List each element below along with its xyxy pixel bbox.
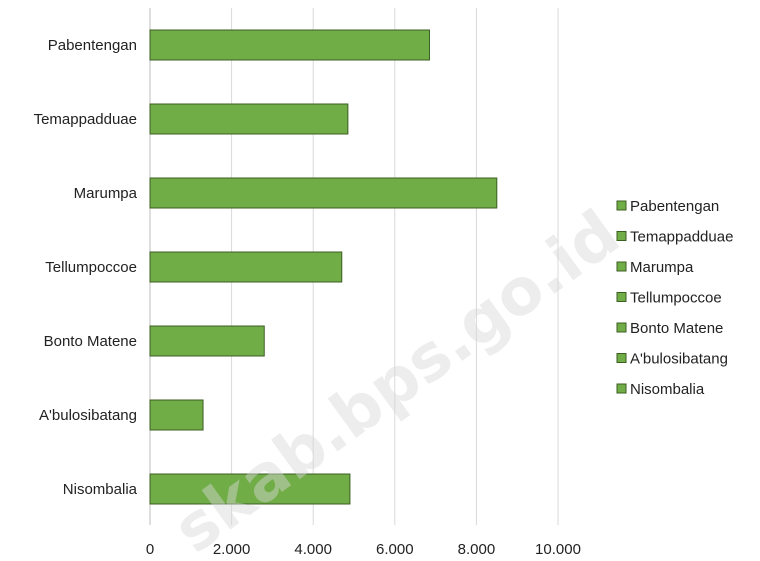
legend-swatch — [616, 383, 627, 394]
legend-label: Marumpa — [630, 259, 694, 276]
legend-swatch — [616, 261, 627, 272]
category-label: Pabentengan — [48, 37, 137, 54]
legend-item: A'bulosibatang — [616, 351, 728, 368]
bar-marumpa — [149, 177, 498, 209]
x-tick-label: 0 — [146, 541, 154, 558]
category-label: Marumpa — [74, 185, 138, 202]
legend-item: Temappadduae — [616, 229, 733, 246]
category-label: Nisombalia — [63, 481, 138, 498]
bar-a-bulosibatang — [149, 399, 204, 431]
legend-item: Nisombalia — [616, 381, 705, 398]
x-tick-label: 8.000 — [458, 541, 496, 558]
legend-item: Pabentengan — [616, 198, 719, 215]
legend-label: Nisombalia — [630, 381, 705, 398]
category-labels: Pabentengan Temappadduae Marumpa Tellumpocc… — [34, 37, 138, 498]
legend-swatch — [616, 200, 627, 211]
x-tick-label: 10.000 — [535, 541, 581, 558]
legend-label: Tellumpoccoe — [630, 290, 722, 307]
x-tick-label: 4.000 — [294, 541, 332, 558]
category-label: Tellumpoccoe — [45, 259, 137, 276]
legend-item: Bonto Matene — [616, 320, 723, 337]
legend-item: Marumpa — [616, 259, 694, 276]
legend: Pabentengan Temappadduae Marumpa Tellumpocc… — [616, 198, 733, 398]
bars — [149, 29, 498, 505]
legend-swatch — [616, 231, 627, 241]
x-tick-labels: 0 2.000 4.000 6.000 8.000 10.000 — [146, 541, 581, 558]
category-label: A'bulosibatang — [39, 407, 137, 424]
bar-bonto-matene — [149, 325, 265, 357]
bar-tellumpoccoe — [149, 251, 343, 283]
legend-label: Temappadduae — [630, 229, 733, 246]
x-tick-label: 6.000 — [376, 541, 414, 558]
legend-item: Tellumpoccoe — [616, 290, 722, 307]
category-label: Temappadduae — [34, 111, 137, 128]
legend-swatch — [616, 292, 627, 302]
legend-label: Pabentengan — [630, 198, 719, 215]
bar-pabentengan — [149, 29, 430, 61]
category-label: Bonto Matene — [44, 333, 137, 350]
legend-label: A'bulosibatang — [630, 351, 728, 368]
legend-swatch — [616, 353, 627, 363]
legend-swatch — [616, 322, 627, 333]
bar-nisombalia — [149, 473, 351, 505]
x-tick-label: 2.000 — [213, 541, 251, 558]
grid-lines — [231, 8, 559, 525]
bar-temappadduae — [149, 103, 349, 135]
legend-label: Bonto Matene — [630, 320, 723, 337]
